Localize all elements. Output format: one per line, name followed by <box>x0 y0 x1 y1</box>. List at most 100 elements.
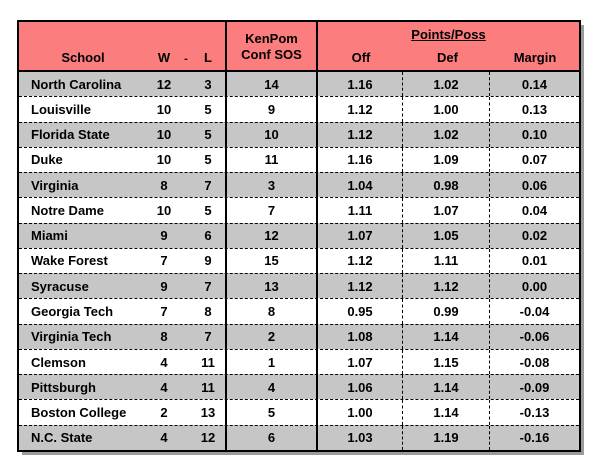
table-row: Georgia Tech 7 8 8 0.95 0.99 -0.04 <box>19 298 579 324</box>
off-value: 1.07 <box>316 223 402 248</box>
kenpom-sos-value: 1 <box>225 349 316 375</box>
margin-value: 0.00 <box>489 274 579 299</box>
kenpom-sos-value: 7 <box>225 198 316 223</box>
off-value: 1.16 <box>316 72 402 97</box>
kenpom-sos-value: 13 <box>225 274 316 299</box>
kenpom-sos-value: 11 <box>225 147 316 173</box>
kenpom-sos-value: 8 <box>225 299 316 324</box>
margin-value: -0.06 <box>489 324 579 349</box>
margin-column-header: Margin <box>513 50 557 65</box>
wl-gap <box>181 400 191 424</box>
def-value: 1.14 <box>402 400 489 425</box>
off-value: 1.16 <box>316 147 402 173</box>
wins-value: 10 <box>156 152 172 168</box>
table-row: North Carolina 12 3 14 1.16 1.02 0.14 <box>19 72 579 97</box>
def-value: 1.12 <box>402 274 489 299</box>
off-column-header: Off <box>351 50 371 65</box>
wl-gap <box>181 224 191 248</box>
school-name: Duke <box>31 152 63 168</box>
margin-value: 0.07 <box>489 147 579 173</box>
losses-value: 5 <box>204 202 212 218</box>
margin-value: -0.13 <box>489 400 579 425</box>
def-value: 1.15 <box>402 349 489 375</box>
off-value: 1.03 <box>316 425 402 450</box>
kenpom-sos-value: 6 <box>225 425 316 450</box>
margin-value: 0.02 <box>489 223 579 248</box>
def-value: 1.09 <box>402 147 489 173</box>
def-value: 1.14 <box>402 375 489 400</box>
points-poss-subheaders: Off Def Margin <box>318 50 579 65</box>
wins-value: 9 <box>160 228 168 244</box>
school-name: Clemson <box>31 354 86 370</box>
losses-value: 6 <box>204 228 212 244</box>
wl-gap <box>181 375 191 399</box>
kenpom-sos-value: 10 <box>225 122 316 147</box>
off-value: 1.07 <box>316 349 402 375</box>
margin-value: -0.09 <box>489 375 579 400</box>
losses-value: 3 <box>204 76 212 92</box>
margin-value: -0.08 <box>489 349 579 375</box>
losses-value: 5 <box>204 152 212 168</box>
losses-value: 9 <box>204 253 212 269</box>
table-row: Louisville 10 5 9 1.12 1.00 0.13 <box>19 96 579 122</box>
table-row: Duke 10 5 11 1.16 1.09 0.07 <box>19 146 579 173</box>
kenpom-sos-value: 4 <box>225 375 316 400</box>
wl-gap <box>181 173 191 197</box>
losses-value: 7 <box>204 278 212 294</box>
table-row: Boston College 2 13 5 1.00 1.14 -0.13 <box>19 399 579 425</box>
wins-value: 4 <box>160 379 168 395</box>
def-value: 1.11 <box>402 248 489 274</box>
off-value: 1.12 <box>316 248 402 274</box>
def-value: 0.98 <box>402 173 489 198</box>
wins-value: 7 <box>160 304 168 320</box>
kenpom-sos-value: 9 <box>225 97 316 122</box>
def-value: 1.00 <box>402 97 489 122</box>
wins-value: 4 <box>160 354 168 370</box>
table-row: Miami 9 6 12 1.07 1.05 0.02 <box>19 222 579 248</box>
points-poss-group-header: Points/Poss <box>411 27 486 42</box>
school-name: Virginia Tech <box>31 329 112 345</box>
school-name: Miami <box>31 228 68 244</box>
school-name: Georgia Tech <box>31 304 114 320</box>
margin-value: 0.10 <box>489 122 579 147</box>
school-name: Syracuse <box>31 278 89 294</box>
losses-value: 7 <box>204 329 212 345</box>
table-row: Florida State 10 5 10 1.12 1.02 0.10 <box>19 121 579 147</box>
table-row: Virginia Tech 8 7 2 1.08 1.14 -0.06 <box>19 323 579 349</box>
def-value: 1.02 <box>402 72 489 97</box>
margin-value: 0.06 <box>489 173 579 198</box>
wl-gap <box>181 97 191 121</box>
table-header: School W - L KenPom Conf SOS Points/Poss… <box>19 22 579 72</box>
losses-value: 7 <box>204 177 212 193</box>
school-name: North Carolina <box>31 76 122 92</box>
losses-value: 8 <box>204 304 212 320</box>
off-value: 1.06 <box>316 375 402 400</box>
table-row: Wake Forest 7 9 15 1.12 1.11 0.01 <box>19 247 579 274</box>
def-value: 0.99 <box>402 299 489 324</box>
school-column-header: School <box>61 50 105 65</box>
wl-dash-separator: - <box>184 53 188 65</box>
margin-value: 0.04 <box>489 198 579 223</box>
margin-value: -0.04 <box>489 299 579 324</box>
def-value: 1.07 <box>402 198 489 223</box>
off-value: 1.04 <box>316 173 402 198</box>
off-value: 1.12 <box>316 97 402 122</box>
header-section-kenpom: KenPom Conf SOS <box>225 22 316 70</box>
off-value: 1.00 <box>316 400 402 425</box>
def-value: 1.02 <box>402 122 489 147</box>
school-name: Florida State <box>31 127 110 143</box>
school-name: Notre Dame <box>31 202 104 218</box>
school-name: Pittsburgh <box>31 379 96 395</box>
wl-gap <box>181 350 191 374</box>
off-value: 0.95 <box>316 299 402 324</box>
table-row: Clemson 4 11 1 1.07 1.15 -0.08 <box>19 348 579 375</box>
wl-gap <box>181 123 191 147</box>
wins-column-header: W <box>157 50 171 65</box>
wins-value: 10 <box>156 101 172 117</box>
table-row: Pittsburgh 4 11 4 1.06 1.14 -0.09 <box>19 374 579 400</box>
losses-value: 5 <box>204 127 212 143</box>
school-name: Virginia <box>31 177 79 193</box>
school-name: Boston College <box>31 405 127 421</box>
wl-gap <box>181 325 191 349</box>
header-section-points-poss: Points/Poss Off Def Margin <box>316 22 579 70</box>
